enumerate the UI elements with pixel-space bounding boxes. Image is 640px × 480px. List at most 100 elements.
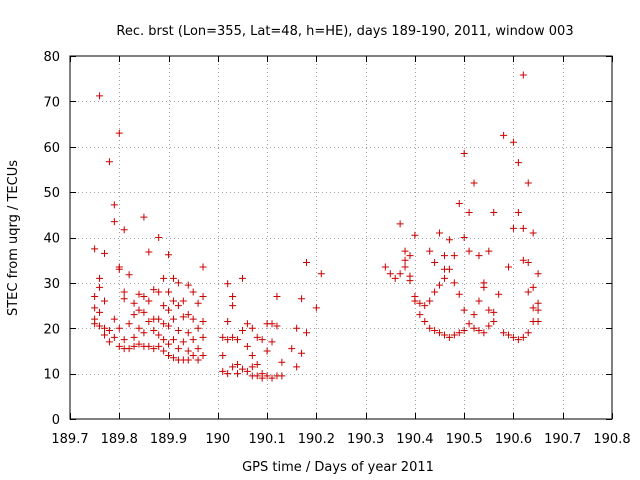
x-tick-label: 190.8 [593, 432, 630, 447]
data-point [169, 336, 177, 344]
data-point [475, 252, 483, 260]
data-point [248, 351, 256, 359]
data-point [519, 256, 527, 264]
data-point [470, 311, 478, 319]
y-axis-label: STEC from uqrg / TECUs [6, 160, 21, 316]
data-point [529, 304, 537, 312]
data-point [278, 372, 286, 380]
data-point [169, 297, 177, 305]
data-point [96, 322, 104, 330]
data-point [248, 363, 256, 371]
data-point [115, 342, 123, 350]
data-point [135, 324, 143, 332]
data-point [120, 295, 128, 303]
data-point [160, 302, 168, 310]
data-point [145, 248, 153, 256]
data-point [160, 274, 168, 282]
data-point [120, 288, 128, 296]
data-point [140, 213, 148, 221]
data-point [293, 324, 301, 332]
data-point [219, 367, 227, 375]
data-point [505, 263, 513, 271]
data-point [238, 274, 246, 282]
data-point [110, 218, 118, 226]
gridlines [70, 56, 612, 419]
data-point [125, 320, 133, 328]
x-tick-label: 190 [205, 432, 230, 447]
data-point [455, 290, 463, 298]
data-point [224, 370, 232, 378]
data-point [165, 251, 173, 259]
data-point [115, 129, 123, 137]
data-point [125, 271, 133, 279]
y-tick-label: 80 [43, 50, 60, 65]
data-point [268, 374, 276, 382]
data-point [199, 351, 207, 359]
data-point [514, 159, 522, 167]
data-point [485, 247, 493, 255]
data-point [445, 236, 453, 244]
data-point [253, 372, 261, 380]
x-tick-label: 190.6 [495, 432, 532, 447]
data-point [514, 209, 522, 217]
data-point [155, 234, 163, 241]
data-point [91, 304, 99, 312]
data-point [110, 315, 118, 323]
data-point [445, 333, 453, 341]
data-point [298, 295, 306, 303]
data-point [253, 333, 261, 341]
data-point [130, 311, 138, 319]
data-point [219, 351, 227, 359]
data-point [524, 258, 532, 266]
data-point [258, 374, 266, 382]
data-point [229, 302, 237, 310]
data-point [169, 354, 177, 362]
data-point [460, 327, 468, 335]
data-point [268, 320, 276, 328]
data-point [100, 331, 108, 339]
data-point [184, 347, 192, 355]
x-tick-label: 190.1 [248, 432, 285, 447]
data-point [169, 274, 177, 282]
data-point [150, 327, 158, 335]
data-point [130, 342, 138, 350]
data-point [500, 131, 508, 139]
data-point [160, 320, 168, 328]
data-point [234, 361, 242, 369]
data-point [460, 234, 468, 241]
data-point [411, 231, 419, 239]
data-point [165, 340, 173, 348]
chart-title: Rec. brst (Lon=355, Lat=48, h=HE), days … [116, 24, 573, 39]
y-tick-labels: 0 10 20 30 40 50 60 70 80 [43, 50, 60, 428]
data-point [110, 333, 118, 341]
data-point [416, 299, 424, 307]
data-point [406, 277, 414, 285]
x-tick-label: 189.9 [150, 432, 187, 447]
data-point [160, 336, 168, 344]
data-point [381, 263, 389, 271]
data-point [411, 297, 419, 305]
data-point [179, 313, 187, 321]
data-point [150, 345, 158, 353]
x-tick-label: 189.7 [51, 432, 88, 447]
x-axis-label: GPS time / Days of year 2011 [242, 460, 434, 475]
data-point [110, 201, 118, 209]
data-point [273, 322, 281, 330]
data-point [460, 150, 468, 158]
data-point [490, 317, 498, 325]
data-point [440, 252, 448, 260]
data-points [91, 71, 542, 382]
data-point [480, 283, 488, 291]
data-point [194, 356, 202, 364]
data-point [490, 308, 498, 316]
data-point [298, 349, 306, 357]
data-point [505, 331, 513, 339]
data-point [524, 329, 532, 337]
data-point [485, 306, 493, 314]
data-point [440, 331, 448, 339]
data-point [179, 297, 187, 305]
y-tick-label: 70 [43, 95, 60, 110]
data-point [194, 345, 202, 353]
data-point [96, 92, 104, 100]
data-point [229, 292, 237, 300]
